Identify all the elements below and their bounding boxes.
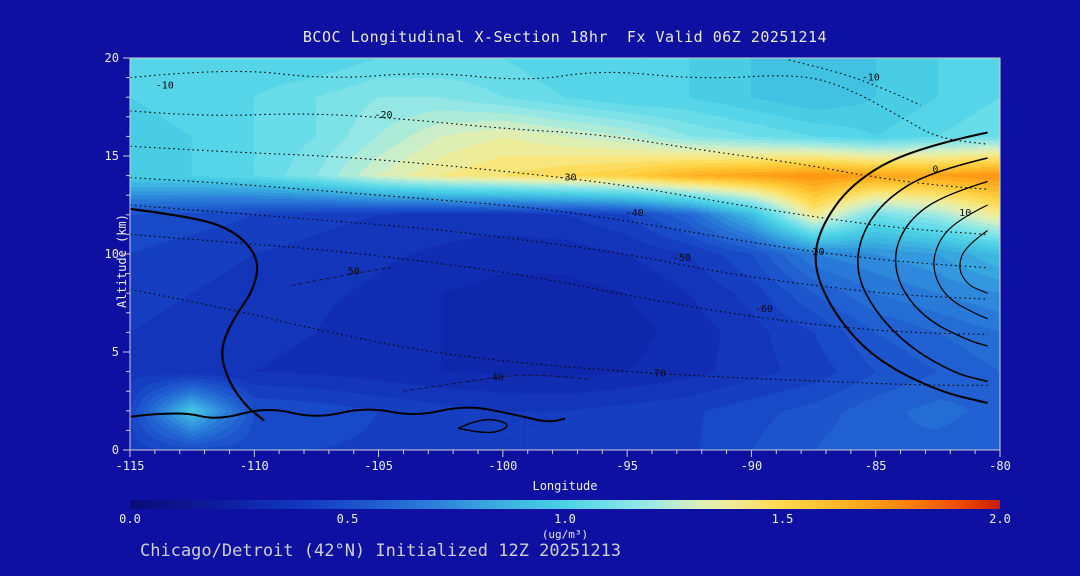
solid-contour-line <box>814 131 988 404</box>
solid-contour-line <box>457 418 508 434</box>
chart-subtitle: Chicago/Detroit (42°N) Initialized 12Z 2… <box>140 541 622 561</box>
x-tick-label: -100 <box>488 459 517 473</box>
contour-label: -60 <box>755 304 773 315</box>
contour-label: -40 <box>626 208 644 219</box>
colorbar-tick-label: 0.0 <box>119 512 141 526</box>
solid-contour-line <box>959 230 988 294</box>
plot-frame <box>129 57 1001 451</box>
dotted-contour-line <box>130 145 988 235</box>
contour-label: -70 <box>648 369 666 380</box>
contour-label: 40 <box>492 372 504 383</box>
x-tick-label: -105 <box>364 459 393 473</box>
dotted-contour-line <box>130 177 988 269</box>
x-tick-label: -85 <box>865 459 887 473</box>
x-tick-label: -90 <box>741 459 763 473</box>
contour-label: 50 <box>348 267 360 278</box>
x-axis-title: Longitude <box>532 479 598 493</box>
contour-label: -10 <box>862 73 880 84</box>
contour-label: -50 <box>673 253 691 264</box>
chart-title: BCOC Longitudinal X-Section 18hr Fx Vali… <box>302 28 828 46</box>
contour-label: 10 <box>959 208 971 219</box>
colorbar-tick-label: 2.0 <box>989 512 1011 526</box>
dotted-contour-line <box>130 70 988 145</box>
y-tick-label: 10 <box>105 247 119 261</box>
y-tick-label: 20 <box>105 51 119 65</box>
solid-contour-line <box>130 207 265 422</box>
solid-contour-line <box>933 204 988 320</box>
colorbar-tick-label: 1.0 <box>554 512 576 526</box>
solid-contour-line <box>894 180 988 347</box>
colorbar-tick-label: 0.5 <box>336 512 359 526</box>
thin-contour-line <box>291 267 392 286</box>
colorbar-tick-label: 1.5 <box>771 512 794 526</box>
y-tick-label: 5 <box>112 345 119 359</box>
contour-labels: -10 -10 -20 -30 -40 -50 -60 -70 40 50 20 0 10 <box>156 73 971 384</box>
y-tick-label: 0 <box>112 443 119 457</box>
dotted-contour-line <box>130 233 988 335</box>
axis-ticks <box>123 57 1001 457</box>
dotted-contour-line <box>788 59 921 106</box>
y-tick-label: 15 <box>105 149 119 163</box>
x-tick-label: -110 <box>240 459 269 473</box>
x-tick-label: -95 <box>616 459 638 473</box>
contour-lines <box>130 59 988 434</box>
thin-contour-line <box>403 374 590 392</box>
colorbar-canvas <box>130 500 1000 509</box>
solid-contour-line <box>130 406 566 423</box>
contour-label: -10 <box>156 80 174 91</box>
x-tick-label: -80 <box>989 459 1011 473</box>
x-tick-label: -115 <box>116 459 145 473</box>
xsection-fill-canvas <box>130 58 1000 450</box>
contour-label: -20 <box>375 110 393 121</box>
contour-label: 0 <box>932 165 938 176</box>
colorbar-units: (ug/m³) <box>541 528 589 541</box>
contour-label: -30 <box>558 173 576 184</box>
dotted-contour-line <box>130 204 988 300</box>
contour-label: 20 <box>813 247 825 258</box>
dotted-contour-line <box>130 288 988 386</box>
solid-contour-line <box>857 157 988 383</box>
